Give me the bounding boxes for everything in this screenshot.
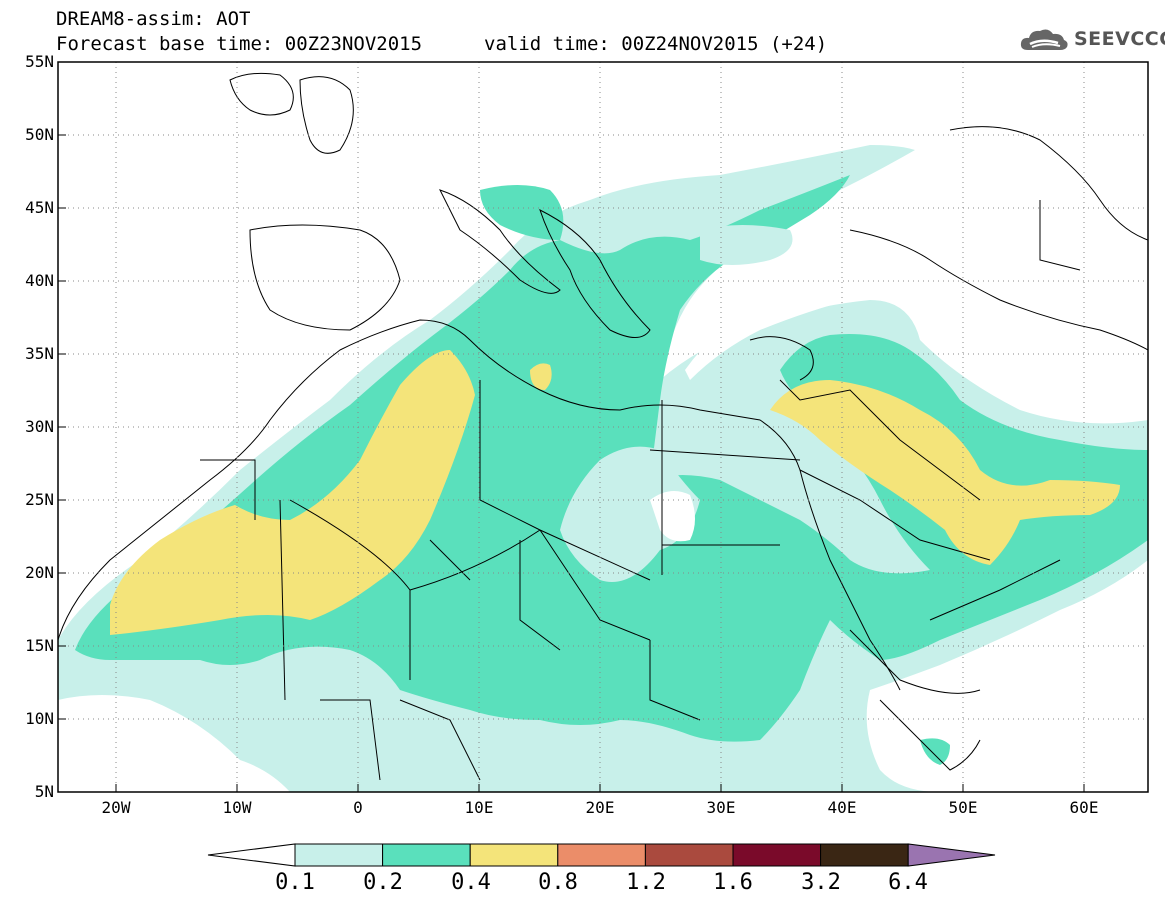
legend-label-0.8: 0.8 (538, 870, 578, 895)
lon-label-20e: 20E (585, 798, 615, 817)
legend-label-3.2: 3.2 (801, 870, 841, 895)
lat-label-40n: 40N (25, 271, 54, 290)
lat-label-45n: 45N (25, 198, 54, 217)
lon-label-40e: 40E (827, 798, 857, 817)
lon-label-30e: 30E (706, 798, 736, 817)
aot-contour-0.4 (110, 350, 1120, 635)
lon-label-50e: 50E (948, 798, 978, 817)
lat-label-50n: 50N (25, 125, 54, 144)
lon-label-20w: 20W (101, 798, 131, 817)
country-borders (58, 72, 1148, 781)
lon-label-0: 0 (353, 798, 363, 817)
map-title: DREAM8-assim: AOT (56, 8, 251, 30)
legend-label-6.4: 6.4 (888, 870, 928, 895)
axis-ticks (58, 61, 1085, 792)
lat-label-55n: 55N (25, 52, 54, 71)
aot-holes (560, 225, 793, 582)
lon-label-60e: 60E (1069, 798, 1099, 817)
legend-label-0.1: 0.1 (275, 870, 315, 895)
legend-label-1.2: 1.2 (626, 870, 666, 895)
lon-label-10w: 10W (222, 798, 252, 817)
lat-label-35n: 35N (25, 344, 54, 363)
cloud-icon (1020, 29, 1068, 50)
legend-label-1.6: 1.6 (713, 870, 753, 895)
logo-text: SEEVCCC (1074, 28, 1165, 50)
valid-time: valid time: 00Z24NOV2015 (+24) (484, 33, 828, 55)
legend-label-0.4: 0.4 (451, 870, 491, 895)
lon-label-10e: 10E (464, 798, 494, 817)
lat-label-20n: 20N (25, 563, 54, 582)
grid-lines (58, 62, 1148, 792)
forecast-base-time: Forecast base time: 00Z23NOV2015 (56, 33, 423, 55)
seevccc-logo: SEEVCCC (1018, 22, 1165, 56)
legend-label-0.2: 0.2 (363, 870, 403, 895)
lat-label-5n: 5N (34, 782, 54, 801)
lat-label-10n: 10N (25, 709, 54, 728)
lat-label-25n: 25N (25, 490, 54, 509)
lat-label-15n: 15N (25, 636, 54, 655)
lat-label-30n: 30N (25, 417, 54, 436)
